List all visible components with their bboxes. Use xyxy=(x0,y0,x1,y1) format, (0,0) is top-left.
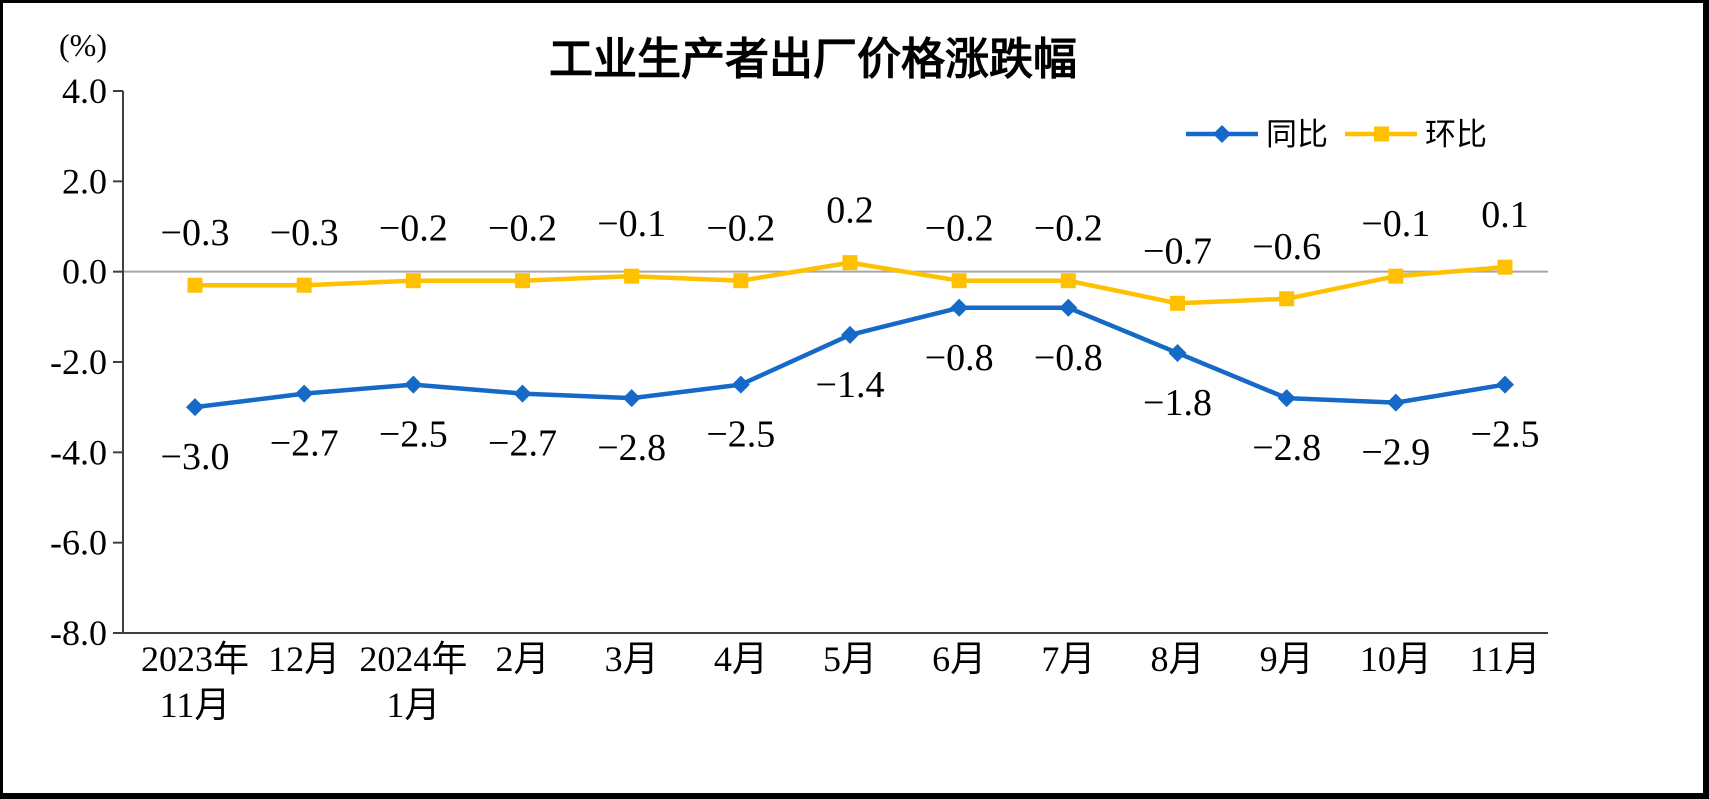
data-label-yoy-3: −2.7 xyxy=(488,423,557,465)
data-label-mom-2: −0.2 xyxy=(379,208,448,250)
data-label-yoy-9: −1.8 xyxy=(1143,382,1212,424)
legend-marker-mom xyxy=(1374,126,1389,142)
plot-area: 4.0 2.0 0.0 -2.0 -4.0 -6.0 -8.0 2023年 11月 12月 2024… xyxy=(50,71,1548,725)
data-label-mom-11: −0.1 xyxy=(1361,203,1430,245)
x-category-label-5: 4月 xyxy=(714,639,768,679)
x-category-label-3: 2月 xyxy=(495,639,549,679)
marker-mom-1 xyxy=(296,277,312,293)
marker-mom-7 xyxy=(951,273,967,289)
legend-label-mom: 环比 xyxy=(1425,117,1487,152)
data-label-mom-3: −0.2 xyxy=(488,208,557,250)
marker-mom-11 xyxy=(1388,268,1404,284)
data-label-yoy-4: −2.8 xyxy=(597,427,666,469)
marker-yoy-12 xyxy=(1496,375,1514,394)
data-label-yoy-0: −3.0 xyxy=(161,436,230,478)
x-category-label-10: 9月 xyxy=(1260,639,1314,679)
x-category-label-9: 8月 xyxy=(1150,639,1204,679)
data-label-mom-8: −0.2 xyxy=(1034,208,1103,250)
data-label-mom-7: −0.2 xyxy=(925,208,994,250)
marker-mom-3 xyxy=(515,273,530,289)
data-label-mom-1: −0.3 xyxy=(270,212,339,254)
x-category-label-2-line2: 1月 xyxy=(386,685,440,725)
data-label-yoy-2: −2.5 xyxy=(379,414,448,456)
marker-yoy-11 xyxy=(1386,393,1405,412)
marker-yoy-5 xyxy=(731,375,750,394)
data-label-yoy-10: −2.8 xyxy=(1252,427,1321,469)
data-label-mom-10: −0.6 xyxy=(1252,226,1321,268)
legend-marker-yoy xyxy=(1213,125,1231,143)
marker-mom-8 xyxy=(1060,273,1076,289)
x-category-label-1: 12月 xyxy=(268,639,340,679)
data-label-yoy-7: −0.8 xyxy=(925,337,994,379)
marker-yoy-10 xyxy=(1277,389,1296,408)
data-label-mom-4: −0.1 xyxy=(597,203,666,245)
y-axis-unit-label: (%) xyxy=(59,27,107,63)
marker-yoy-0 xyxy=(186,398,204,417)
data-label-yoy-12: −2.5 xyxy=(1471,414,1540,456)
data-label-yoy-1: −2.7 xyxy=(270,423,339,465)
legend-item-mom: 环比 xyxy=(1345,117,1487,152)
marker-mom-2 xyxy=(405,273,421,289)
marker-mom-12 xyxy=(1497,259,1513,275)
marker-mom-5 xyxy=(733,273,749,289)
marker-yoy-2 xyxy=(404,375,423,394)
marker-mom-4 xyxy=(624,268,640,284)
data-label-mom-9: −0.7 xyxy=(1143,230,1212,272)
marker-yoy-3 xyxy=(513,384,532,403)
marker-yoy-4 xyxy=(622,389,641,408)
marker-yoy-6 xyxy=(841,325,859,344)
data-label-yoy-8: −0.8 xyxy=(1034,337,1103,379)
y-tick-label-5: -6.0 xyxy=(50,523,107,563)
y-tick-label-2: 0.0 xyxy=(62,252,107,292)
data-label-yoy-6: −1.4 xyxy=(816,364,885,406)
x-category-label-2: 2024年 xyxy=(359,639,467,679)
x-category-label-4: 3月 xyxy=(605,639,659,679)
marker-yoy-1 xyxy=(295,384,314,403)
y-tick-label-3: -2.0 xyxy=(50,342,107,382)
x-category-label-6: 5月 xyxy=(823,639,877,679)
marker-mom-9 xyxy=(1170,295,1185,311)
data-label-mom-6: 0.2 xyxy=(826,190,874,232)
marker-mom-6 xyxy=(842,255,858,271)
legend-item-yoy: 同比 xyxy=(1186,117,1328,152)
chart-title: 工业生产者出厂价格涨跌幅 xyxy=(549,35,1077,84)
y-tick-label-6: -8.0 xyxy=(50,613,107,653)
marker-mom-0 xyxy=(187,277,203,293)
data-label-yoy-5: −2.5 xyxy=(706,414,775,456)
x-category-label-0: 2023年 xyxy=(141,639,249,679)
legend-label-yoy: 同比 xyxy=(1266,117,1328,152)
y-tick-label-0: 4.0 xyxy=(62,71,107,111)
data-label-mom-0: −0.3 xyxy=(161,212,230,254)
data-label-mom-12: 0.1 xyxy=(1481,194,1529,236)
x-category-label-8: 7月 xyxy=(1041,639,1095,679)
marker-yoy-7 xyxy=(950,298,969,317)
x-category-label-7: 6月 xyxy=(932,639,986,679)
data-label-yoy-11: −2.9 xyxy=(1361,432,1430,474)
x-category-label-0-line2: 11月 xyxy=(160,685,231,725)
marker-yoy-9 xyxy=(1168,343,1187,362)
x-category-label-11: 10月 xyxy=(1360,639,1432,679)
marker-yoy-8 xyxy=(1059,298,1078,317)
y-tick-label-4: -4.0 xyxy=(50,432,107,472)
data-label-mom-5: −0.2 xyxy=(706,208,775,250)
y-tick-label-1: 2.0 xyxy=(62,161,107,201)
marker-mom-10 xyxy=(1279,291,1295,307)
x-category-label-12: 11月 xyxy=(1470,639,1541,679)
